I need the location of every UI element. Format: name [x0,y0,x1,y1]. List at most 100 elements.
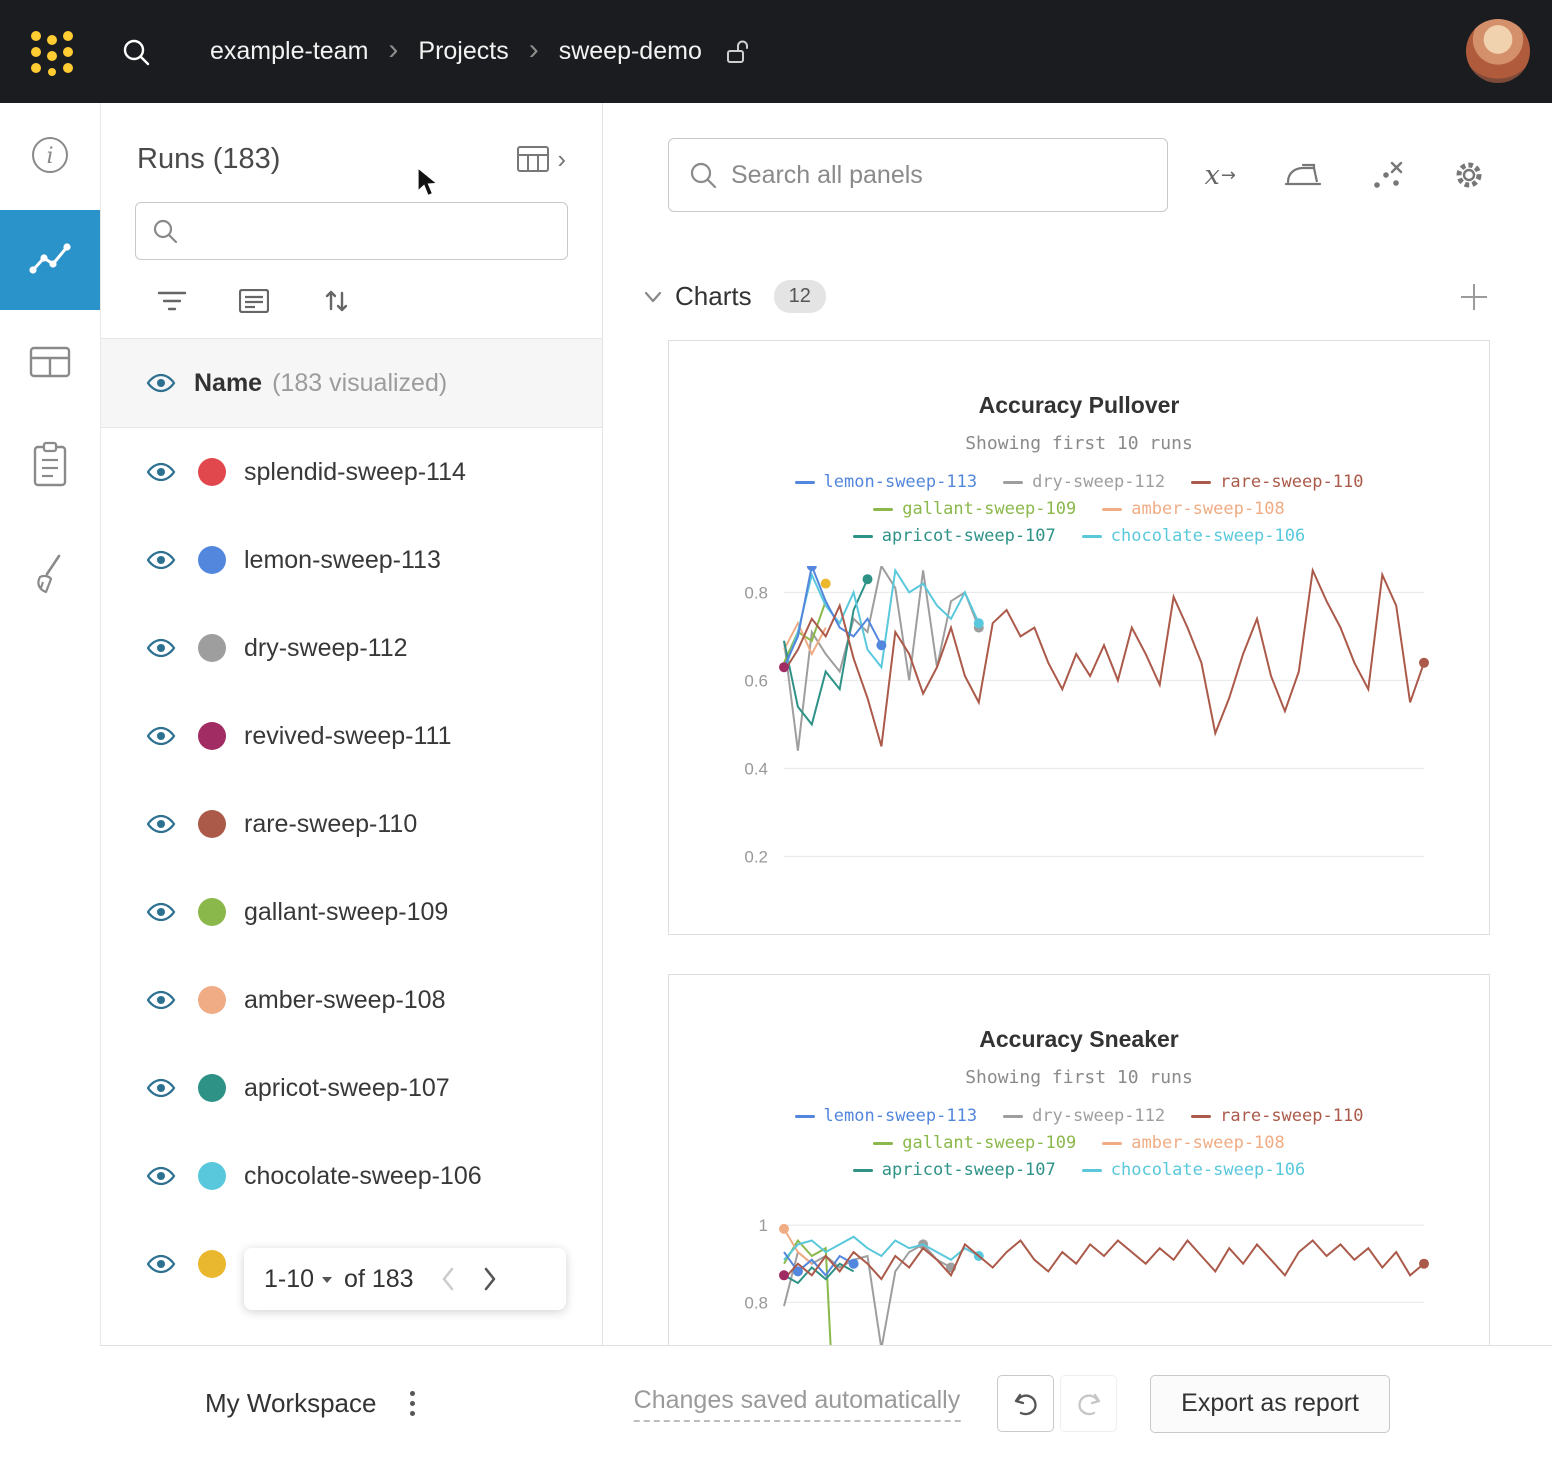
legend-item[interactable]: chocolate-sweep-106 [1081,523,1305,550]
runs-filter-row [101,260,602,338]
legend-item[interactable]: amber-sweep-108 [1102,1130,1285,1157]
legend-item[interactable]: rare-sweep-110 [1191,1103,1363,1130]
svg-text:i: i [46,144,53,169]
gear-icon[interactable] [1452,158,1486,192]
legend-item[interactable]: lemon-sweep-113 [794,1103,977,1130]
add-panel-button[interactable] [1458,281,1490,313]
run-row[interactable]: apricot-sweep-107 [101,1044,602,1132]
redo-button[interactable] [1060,1375,1118,1432]
workspace-menu-icon[interactable] [404,1385,421,1422]
svg-text:0.8: 0.8 [744,583,768,602]
remove-outliers-icon[interactable] [1370,159,1404,191]
run-color-dot [198,1162,226,1190]
run-name[interactable]: dry-sweep-112 [244,633,408,662]
breadcrumb-project[interactable]: sweep-demo [558,37,702,65]
run-name[interactable]: rare-sweep-110 [244,809,418,838]
legend-item[interactable]: rare-sweep-110 [1191,469,1363,496]
prev-page-button[interactable] [440,1266,456,1292]
visibility-eye-icon[interactable] [146,550,176,570]
sweeps-tab[interactable] [26,551,74,599]
legend-item[interactable]: lemon-sweep-113 [794,469,977,496]
legend-item[interactable]: apricot-sweep-107 [852,1157,1056,1184]
runs-header: Runs (183) › [101,103,602,176]
page-range-dropdown[interactable]: 1-10 [264,1265,334,1294]
workspace-name[interactable]: My Workspace [205,1388,377,1418]
next-page-button[interactable] [482,1266,498,1292]
charts-section-label[interactable]: Charts [675,281,752,311]
visibility-eye-icon[interactable] [146,1078,176,1098]
name-column-label[interactable]: Name [194,368,263,397]
run-name[interactable]: lemon-sweep-113 [244,545,441,574]
reports-tab[interactable] [26,441,74,489]
visibility-eye-icon[interactable] [146,902,176,922]
expand-runs-table-button[interactable]: › [517,144,566,175]
runs-search-input[interactable] [190,217,551,245]
chart-plot[interactable]: 0.81 [684,1200,1474,1461]
group-icon[interactable] [239,289,269,313]
panels-toolbar-icons: x → [1205,158,1486,192]
legend-item[interactable]: apricot-sweep-107 [852,523,1056,550]
charts-workspace-tab[interactable] [0,210,100,310]
legend-run-name: dry-sweep-112 [1032,1106,1166,1126]
visibility-eye-icon[interactable] [146,638,176,658]
run-name[interactable]: revived-sweep-111 [244,721,452,750]
x-axis-settings-icon[interactable]: x → [1204,159,1236,191]
legend-item[interactable]: chocolate-sweep-106 [1081,1157,1305,1184]
run-row[interactable]: splendid-sweep-114 [101,428,602,516]
run-row[interactable]: gallant-sweep-109 [101,868,602,956]
run-row[interactable]: revived-sweep-111 [101,692,602,780]
topbar: example-team › Projects › sweep-demo [0,0,1552,103]
visibility-eye-icon[interactable] [146,990,176,1010]
legend-run-name: apricot-sweep-107 [881,526,1056,546]
unlock-icon[interactable] [726,38,752,66]
chevron-down-icon[interactable] [643,290,663,304]
run-row[interactable]: chocolate-sweep-106 [101,1132,602,1220]
visibility-eye-icon[interactable] [146,462,176,482]
panel-search-input[interactable] [731,160,1147,190]
legend-item[interactable]: gallant-sweep-109 [873,496,1076,523]
charts-count-badge: 12 [773,280,826,313]
run-row[interactable]: rare-sweep-110 [101,780,602,868]
run-name[interactable]: amber-sweep-108 [244,985,446,1014]
panel-search-box [668,138,1168,212]
chart-subtitle: Showing first 10 runs [965,433,1193,454]
run-color-dot [198,546,226,574]
visibility-eye-icon[interactable] [146,1254,176,1274]
legend-item[interactable]: dry-sweep-112 [1003,1103,1165,1130]
avatar[interactable] [1466,19,1530,83]
run-row[interactable]: amber-sweep-108 [101,956,602,1044]
visibility-eye-icon[interactable] [146,1166,176,1186]
filter-icon[interactable] [157,290,187,312]
undo-button[interactable] [997,1375,1055,1432]
runs-list: splendid-sweep-114 lemon-sweep-113 dry-swe… [101,428,602,1308]
breadcrumb-projects[interactable]: Projects [418,37,509,65]
breadcrumb-team[interactable]: example-team [210,37,369,65]
sort-icon[interactable] [321,288,351,314]
toggle-all-visibility-eye-icon[interactable] [146,373,176,393]
svg-text:0.4: 0.4 [744,759,768,778]
visibility-eye-icon[interactable] [146,814,176,834]
run-name[interactable]: chocolate-sweep-106 [244,1161,482,1190]
wandb-logo[interactable] [26,26,78,78]
run-row[interactable]: lemon-sweep-113 [101,516,602,604]
run-name[interactable]: splendid-sweep-114 [244,457,466,486]
table-view-tab[interactable] [26,338,74,386]
run-name[interactable]: gallant-sweep-109 [244,897,449,926]
topbar-search-icon[interactable] [120,36,152,68]
charts-section-header: Charts 12 [643,280,1490,313]
legend-item[interactable]: amber-sweep-108 [1102,496,1285,523]
info-icon[interactable]: i [26,131,74,179]
run-name[interactable]: apricot-sweep-107 [244,1073,450,1102]
pagination: 1-10 of 183 [244,1248,566,1310]
run-row[interactable]: dry-sweep-112 [101,604,602,692]
legend-item[interactable]: gallant-sweep-109 [873,1130,1076,1157]
visibility-eye-icon[interactable] [146,726,176,746]
legend-item[interactable]: dry-sweep-112 [1003,469,1165,496]
chart-panel-accuracy-pullover[interactable]: Accuracy Pullover Showing first 10 runs … [668,340,1490,935]
legend-color-dash [1102,1142,1123,1145]
run-color-dot [198,810,226,838]
chart-plot[interactable]: 0.2 0.4 0.6 0.8 [684,566,1474,896]
export-report-button[interactable]: Export as report [1150,1374,1390,1433]
smoothing-iron-icon[interactable] [1284,160,1322,190]
